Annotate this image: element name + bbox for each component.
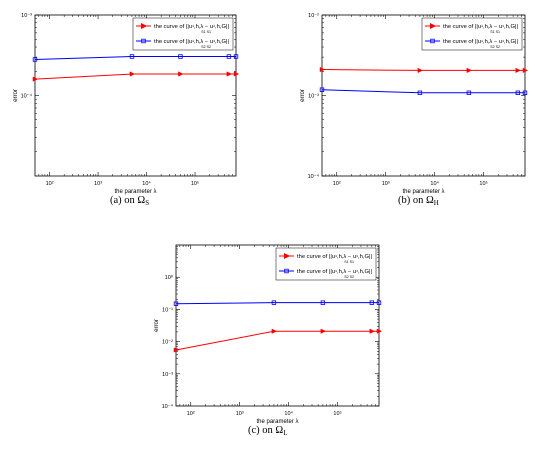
y-tick-label: 10⁻² xyxy=(162,340,173,346)
data-point xyxy=(233,71,240,77)
data-point xyxy=(376,300,382,305)
y-tick-label: 10⁻⁴ xyxy=(21,93,33,100)
legend-label: the curve of ||u¹,h,λ − u¹,h,G|| xyxy=(297,254,372,260)
data-point xyxy=(369,328,376,334)
data-point xyxy=(466,90,472,96)
data-point xyxy=(271,328,278,334)
data-point xyxy=(178,54,183,59)
data-point xyxy=(320,328,327,334)
legend-subscript: S2 S2 xyxy=(201,45,211,49)
legend-label: the curve of ||u¹,h,λ − u¹,h,G|| xyxy=(154,24,229,30)
y-axis-label: error xyxy=(13,89,19,102)
x-axis-label: the parameter λ xyxy=(114,189,156,195)
data-point xyxy=(466,67,473,74)
data-point xyxy=(319,66,326,73)
data-point xyxy=(515,90,521,96)
figure-caption: (c) on ΩL xyxy=(248,425,288,437)
y-tick-label: 10⁻² xyxy=(308,13,319,19)
legend-marker xyxy=(430,23,437,29)
x-tick-label: 10³ xyxy=(94,181,102,187)
y-tick-label: 10⁻⁴ xyxy=(162,403,174,410)
legend-marker xyxy=(141,23,148,29)
y-axis-label: error xyxy=(300,89,306,102)
caption-text: (a) on Ω xyxy=(110,195,145,206)
x-tick-label: 10² xyxy=(333,181,341,187)
caption-subscript: S xyxy=(145,199,149,207)
x-tick-label: 10⁴ xyxy=(430,180,439,187)
chart-panel-2: 10² 10³ 10⁴ 10⁵ 10⁰ 10⁻¹ 10⁻² 10⁻³ 10⁻⁴ the param… xyxy=(154,244,383,437)
y-tick-label: 10⁻³ xyxy=(162,372,173,378)
legend-subscript: S1 S1 xyxy=(490,30,500,34)
chart-panel-0: 10² 10³ 10⁴ 10⁵ 10⁻³ 10⁻⁴ the parameter λ error… xyxy=(13,13,240,207)
figure-caption: (a) on ΩS xyxy=(110,195,149,207)
data-point xyxy=(369,300,375,305)
legend-label: the curve of ||u¹,h,λ − u¹,h,G|| xyxy=(297,269,372,275)
x-tick-label: 10⁴ xyxy=(284,410,293,417)
y-tick-label: 10⁻³ xyxy=(308,94,319,100)
data-point xyxy=(271,300,277,305)
series-line-1 xyxy=(321,89,525,94)
x-tick-label: 10³ xyxy=(236,411,244,417)
caption-subscript: H xyxy=(434,199,439,207)
data-point xyxy=(226,54,232,59)
legend-box xyxy=(421,17,523,51)
data-point xyxy=(319,87,325,92)
caption-text: (c) on Ω xyxy=(248,425,283,436)
y-tick-label: 10⁻³ xyxy=(21,13,32,19)
data-point xyxy=(522,90,528,96)
series-line-1 xyxy=(34,56,236,61)
legend-box xyxy=(132,17,234,51)
data-point xyxy=(376,328,383,334)
legend-subscript: S1 S1 xyxy=(201,30,211,34)
legend-label: the curve of ||u¹,h,λ − u¹,h,G|| xyxy=(443,24,518,30)
chart-panel-1: 10² 10³ 10⁴ 10⁵ 10⁻² 10⁻³ 10⁻⁴ the parameter λ e… xyxy=(300,13,529,207)
data-point xyxy=(226,71,233,77)
data-point xyxy=(417,90,423,96)
figure-caption: (b) on ΩH xyxy=(398,195,439,207)
x-tick-label: 10⁴ xyxy=(142,180,151,187)
x-tick-label: 10² xyxy=(187,411,195,417)
legend-box xyxy=(275,247,377,281)
legend-subscript: S2 S2 xyxy=(490,45,500,49)
data-point xyxy=(129,71,136,77)
data-point xyxy=(233,54,239,59)
data-point xyxy=(32,57,38,62)
caption-text: (b) on Ω xyxy=(398,195,434,206)
x-tick-label: 10⁵ xyxy=(479,180,487,187)
y-axis-label: error xyxy=(154,319,160,332)
data-point xyxy=(417,67,424,74)
x-axis-label: the parameter λ xyxy=(402,189,444,195)
x-tick-label: 10⁵ xyxy=(191,180,199,187)
legend-label: the curve of ||u¹,h,λ − u¹,h,G|| xyxy=(443,39,518,45)
data-point xyxy=(129,54,135,59)
x-tick-label: 10⁵ xyxy=(333,410,341,417)
data-point xyxy=(522,67,529,74)
data-point xyxy=(173,301,179,306)
legend: the curve of ||u¹,h,λ − u¹,h,G||S1 S1the… xyxy=(275,247,377,281)
y-tick-label: 10⁻¹ xyxy=(162,307,173,313)
data-point xyxy=(515,67,522,74)
legend: the curve of ||u¹,h,λ − u¹,h,G||S1 S1the… xyxy=(132,17,234,51)
y-tick-label: 10⁻⁴ xyxy=(308,173,320,180)
legend-subscript: S2 S2 xyxy=(344,275,354,279)
series-line-1 xyxy=(175,302,379,305)
x-axis-label: the parameter λ xyxy=(256,419,298,425)
x-tick-label: 10² xyxy=(46,181,54,187)
data-point xyxy=(32,76,39,82)
legend-marker xyxy=(141,38,146,44)
data-point xyxy=(178,71,184,77)
y-tick-label: 10⁰ xyxy=(165,274,174,281)
legend-marker xyxy=(284,253,291,259)
legend: the curve of ||u¹,h,λ − u¹,h,G||S1 S1the… xyxy=(421,17,523,51)
legend-label: the curve of ||u¹,h,λ − u¹,h,G|| xyxy=(154,39,229,45)
x-tick-label: 10³ xyxy=(382,181,390,187)
legend-marker xyxy=(284,268,289,274)
legend-subscript: S1 S1 xyxy=(344,260,354,264)
data-point xyxy=(173,347,180,353)
legend-marker xyxy=(430,38,435,44)
data-point xyxy=(320,300,326,305)
caption-subscript: L xyxy=(283,429,287,437)
